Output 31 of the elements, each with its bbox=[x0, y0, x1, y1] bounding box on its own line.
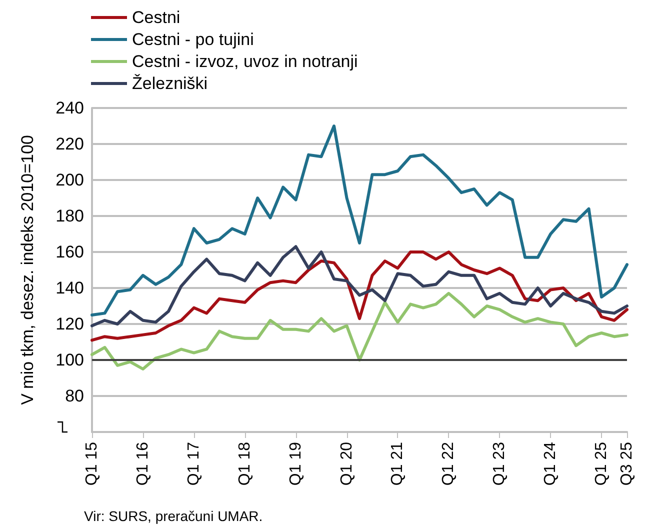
x-tick-label: Q1 21 bbox=[389, 442, 406, 486]
x-tick-label: Q1 24 bbox=[542, 442, 560, 486]
y-axis-title: V mio tkm, desez. indeks 2010=100 bbox=[18, 135, 37, 405]
line-series bbox=[90, 245, 628, 328]
y-tick-label: 240 bbox=[56, 98, 84, 118]
legend-label: Železniški bbox=[132, 74, 208, 93]
y-tick-label: 140 bbox=[56, 278, 84, 298]
x-tick-label: Q1 22 bbox=[440, 442, 458, 486]
y-tick-label: 200 bbox=[56, 170, 84, 190]
x-tick-label: Q1 19 bbox=[287, 442, 304, 486]
line-series bbox=[90, 292, 628, 370]
x-tick-label: Q1 17 bbox=[185, 442, 202, 486]
x-tick-label: Q1 20 bbox=[338, 442, 356, 486]
line-series bbox=[90, 250, 628, 342]
x-tick-label: Q1 15 bbox=[84, 442, 100, 486]
legend-label: Cestni - izvoz, uvoz in notranji bbox=[132, 52, 358, 71]
x-tick-label: Q3 25 bbox=[618, 442, 636, 486]
legend-label: Cestni bbox=[132, 8, 180, 27]
text: Vir: SURS, preračuni UMAR. bbox=[84, 508, 263, 524]
x-tick-label: Q1 23 bbox=[491, 442, 508, 486]
x-tick-label: Q1 16 bbox=[134, 442, 152, 486]
legend-label: Cestni - po tujini bbox=[132, 30, 254, 49]
line-series bbox=[90, 124, 628, 316]
x-tick-label: Q1 18 bbox=[236, 442, 254, 486]
x-tick-label: Q1 25 bbox=[593, 442, 610, 486]
y-tick-label: 220 bbox=[56, 134, 84, 154]
y-tick-label: 100 bbox=[56, 350, 84, 370]
y-tick-label: 80 bbox=[65, 386, 84, 406]
y-tick-label: 180 bbox=[56, 206, 84, 226]
y-tick-label: 120 bbox=[56, 314, 84, 334]
y-tick-label: 160 bbox=[56, 242, 84, 262]
